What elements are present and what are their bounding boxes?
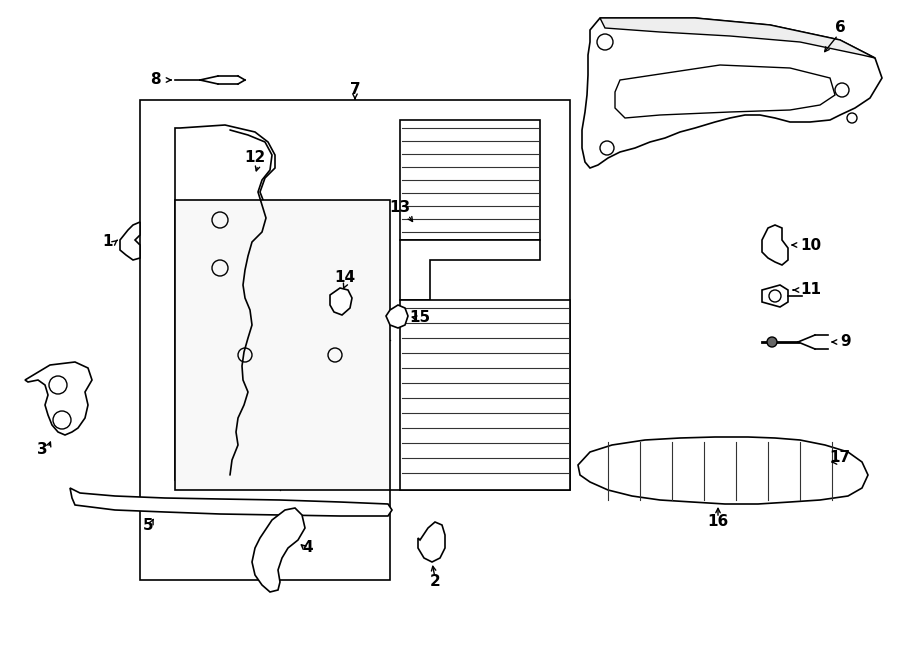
Polygon shape bbox=[330, 288, 352, 315]
Polygon shape bbox=[25, 362, 92, 435]
Polygon shape bbox=[762, 225, 788, 265]
Text: 4: 4 bbox=[302, 540, 313, 555]
Polygon shape bbox=[140, 100, 570, 580]
Circle shape bbox=[767, 337, 777, 347]
Polygon shape bbox=[252, 508, 305, 592]
Text: 3: 3 bbox=[37, 442, 48, 457]
Text: 7: 7 bbox=[350, 83, 360, 97]
Text: 2: 2 bbox=[429, 575, 440, 589]
Polygon shape bbox=[70, 488, 392, 516]
Polygon shape bbox=[400, 240, 540, 300]
Text: 10: 10 bbox=[800, 238, 821, 252]
Polygon shape bbox=[400, 120, 540, 240]
Polygon shape bbox=[578, 437, 868, 504]
Polygon shape bbox=[600, 18, 875, 58]
Text: 11: 11 bbox=[800, 283, 821, 297]
Polygon shape bbox=[582, 18, 882, 168]
Text: 13: 13 bbox=[390, 201, 410, 216]
Text: 16: 16 bbox=[707, 514, 729, 530]
Polygon shape bbox=[120, 222, 140, 260]
Text: 5: 5 bbox=[143, 518, 153, 532]
Polygon shape bbox=[762, 285, 788, 307]
Polygon shape bbox=[615, 65, 835, 118]
Text: 12: 12 bbox=[245, 150, 266, 166]
Polygon shape bbox=[175, 125, 275, 480]
Polygon shape bbox=[386, 305, 408, 328]
Polygon shape bbox=[418, 522, 445, 562]
Text: 14: 14 bbox=[335, 271, 356, 285]
Polygon shape bbox=[400, 300, 570, 490]
Text: 9: 9 bbox=[840, 334, 850, 350]
Text: 8: 8 bbox=[149, 73, 160, 87]
Polygon shape bbox=[175, 200, 390, 490]
Text: 1: 1 bbox=[103, 234, 113, 250]
Text: 15: 15 bbox=[410, 310, 430, 326]
Text: 17: 17 bbox=[830, 451, 850, 465]
Text: 6: 6 bbox=[834, 21, 845, 36]
